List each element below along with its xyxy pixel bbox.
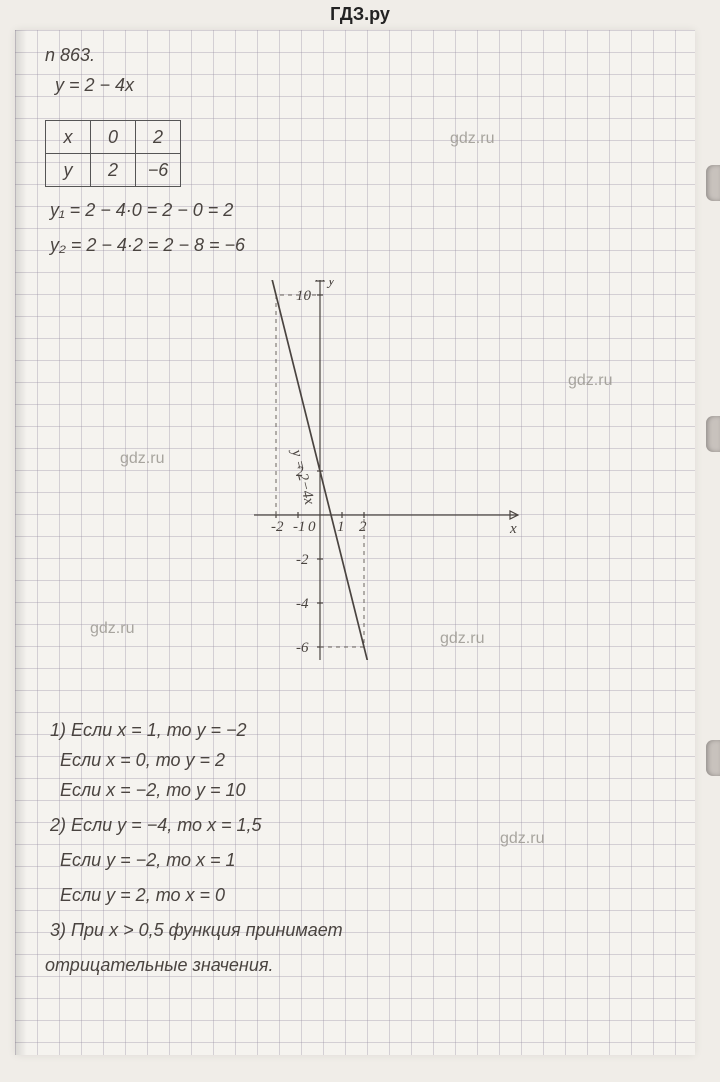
cell: −6 xyxy=(136,154,181,187)
table-row: x 0 2 xyxy=(46,121,181,154)
cell: 0 xyxy=(91,121,136,154)
equation: y = 2 − 4x xyxy=(55,75,134,96)
watermark: gdz.ru xyxy=(440,630,484,648)
answer-line: отрицательные значения. xyxy=(45,955,273,976)
answer-line: Если y = −2, то x = 1 xyxy=(60,850,236,871)
svg-text:y = 2−4x: y = 2−4x xyxy=(288,446,318,507)
svg-text:2: 2 xyxy=(359,519,367,535)
svg-text:y: y xyxy=(326,280,335,289)
cell: 2 xyxy=(136,121,181,154)
svg-text:-2: -2 xyxy=(296,552,309,568)
svg-text:-6: -6 xyxy=(296,640,309,656)
svg-text:-2: -2 xyxy=(271,519,284,535)
calc-line: y₂ = 2 − 4·2 = 2 − 8 = −6 xyxy=(50,235,245,256)
watermark: gdz.ru xyxy=(568,372,612,390)
svg-text:0: 0 xyxy=(308,519,316,535)
answer-line: Если x = 0, то y = 2 xyxy=(60,750,225,771)
answer-line: 2) Если y = −4, то x = 1,5 xyxy=(50,815,262,836)
svg-text:-4: -4 xyxy=(296,596,309,612)
watermark: gdz.ru xyxy=(450,130,494,148)
watermark: gdz.ru xyxy=(120,450,164,468)
binder-hole xyxy=(706,165,720,201)
site-header: ГДЗ.ру xyxy=(0,4,720,25)
svg-text:10: 10 xyxy=(296,288,312,304)
answer-line: 3) При x > 0,5 функция принимает xyxy=(50,920,343,941)
svg-text:1: 1 xyxy=(337,519,345,535)
cell: 2 xyxy=(91,154,136,187)
answer-line: Если x = −2, то y = 10 xyxy=(60,780,246,801)
function-graph: yx0-2-112102-2-4-6y = 2−4x xyxy=(100,280,560,660)
value-table: x 0 2 y 2 −6 xyxy=(45,120,181,187)
binder-hole xyxy=(706,740,720,776)
table-row: y 2 −6 xyxy=(46,154,181,187)
cell: y xyxy=(46,154,91,187)
problem-number: n 863. xyxy=(45,45,95,66)
answer-line: 1) Если x = 1, то y = −2 xyxy=(50,720,247,741)
cell: x xyxy=(46,121,91,154)
svg-text:x: x xyxy=(509,521,517,537)
watermark: gdz.ru xyxy=(500,830,544,848)
answer-line: Если y = 2, то x = 0 xyxy=(60,885,225,906)
page-shadow xyxy=(15,30,27,1055)
binder-hole xyxy=(706,416,720,452)
calc-line: y₁ = 2 − 4·0 = 2 − 0 = 2 xyxy=(50,200,233,221)
svg-text:-1: -1 xyxy=(293,519,306,535)
watermark: gdz.ru xyxy=(90,620,134,638)
